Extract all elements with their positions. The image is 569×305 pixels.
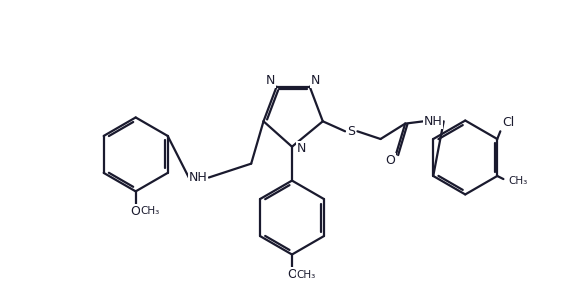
Text: O: O bbox=[131, 205, 141, 218]
Text: NH: NH bbox=[189, 171, 208, 184]
Text: S: S bbox=[347, 125, 355, 138]
Text: CH₃: CH₃ bbox=[508, 176, 527, 185]
Text: CH₃: CH₃ bbox=[296, 270, 316, 279]
Text: N: N bbox=[266, 74, 275, 87]
Text: O: O bbox=[385, 154, 395, 167]
Text: N: N bbox=[296, 142, 306, 155]
Text: O: O bbox=[287, 268, 297, 281]
Text: Cl: Cl bbox=[502, 116, 514, 129]
Text: NH: NH bbox=[423, 115, 442, 128]
Text: N: N bbox=[311, 74, 320, 87]
Text: CH₃: CH₃ bbox=[141, 206, 159, 216]
